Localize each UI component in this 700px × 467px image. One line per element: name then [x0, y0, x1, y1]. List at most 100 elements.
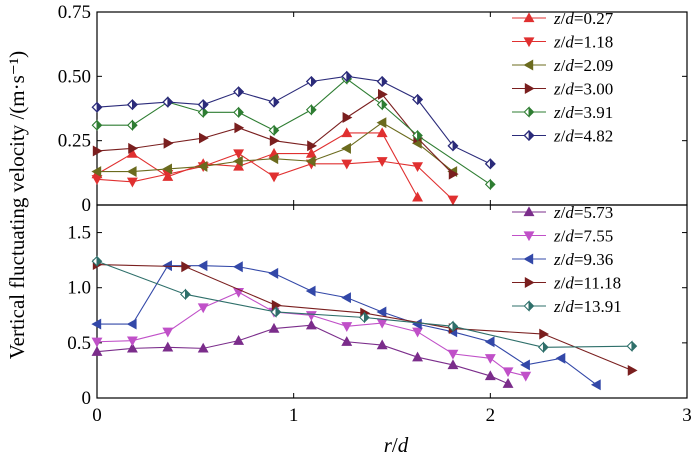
data-point-half [197, 106, 204, 119]
data-point-half [131, 99, 138, 111]
data-point [268, 172, 280, 183]
legend-label: z/d=9.36 [553, 250, 613, 269]
x-tick-label: 2 [486, 405, 496, 426]
legend-label: z/d=5.73 [553, 203, 613, 222]
data-point-half [127, 119, 133, 132]
legend-label: z/d=7.55 [553, 227, 613, 246]
data-point [484, 336, 495, 348]
x-tick-label: 1 [289, 405, 299, 426]
data-point [305, 285, 316, 297]
data-point-half [359, 311, 365, 324]
data-point-half [417, 93, 423, 106]
data-point [590, 379, 601, 391]
data-point-half [538, 341, 544, 354]
data-point [126, 147, 138, 158]
data-point [447, 349, 459, 360]
data-point-half [238, 86, 244, 98]
data-point [234, 122, 245, 134]
legend-marker [524, 277, 535, 288]
data-point-half [96, 101, 103, 113]
data-point-half [489, 158, 496, 170]
y-tick-label: 0.25 [58, 131, 91, 152]
data-point [126, 342, 138, 353]
y-tick-label: 0 [82, 195, 92, 216]
data-point-half [310, 75, 317, 88]
data-point [376, 127, 388, 138]
legend-marker [523, 231, 535, 242]
data-point [412, 162, 424, 173]
data-point [411, 318, 422, 330]
data-point [412, 327, 424, 338]
x-tick-label: 3 [682, 405, 692, 426]
data-point [484, 354, 496, 364]
data-point [233, 160, 245, 171]
y-tick-label: 1.5 [67, 223, 91, 244]
data-point [91, 175, 103, 185]
data-point [128, 142, 139, 154]
data-point [163, 137, 174, 149]
legend-bottom: z/d=5.73 z/d=7.55 z/d=9.36 z/d=11.18 z/d=13.… [512, 203, 622, 316]
series-top-2 [91, 117, 458, 177]
data-point [376, 157, 388, 167]
data-point [92, 145, 103, 157]
data-point-half [91, 255, 98, 268]
data-point [555, 352, 566, 364]
data-point [539, 328, 550, 340]
panel-frame-bottom [96, 204, 688, 399]
data-point [502, 367, 514, 378]
data-point [162, 341, 174, 352]
data-point [91, 337, 103, 348]
data-point-half [273, 96, 280, 108]
data-point [197, 260, 208, 272]
legend-marker [523, 37, 535, 48]
series-top-1 [91, 149, 459, 206]
legend-marker-half [528, 129, 535, 142]
data-point [91, 166, 102, 177]
series-bottom-4 [91, 255, 638, 354]
data-point [91, 346, 103, 356]
series-top-0 [91, 127, 424, 202]
data-point-half [447, 320, 454, 333]
data-point [197, 303, 209, 314]
data-point [520, 371, 532, 382]
data-point [341, 292, 351, 304]
data-point [181, 261, 192, 273]
data-point [232, 261, 243, 273]
data-point [91, 318, 102, 330]
data-point [376, 117, 387, 129]
series-bottom-2 [91, 260, 601, 391]
data-point [448, 168, 459, 180]
legend-marker-half [523, 106, 530, 118]
data-point [341, 336, 353, 346]
legend-marker [523, 253, 534, 265]
panel-top: 00.250.500.75 z/d=0.27z/d=1.18z/d=2.09z/d… [58, 2, 688, 216]
data-point-half [268, 124, 275, 137]
data-point [376, 306, 387, 318]
data-point [197, 160, 208, 172]
y-tick-label: 0 [82, 388, 92, 409]
legend-label: z/d=4.82 [553, 127, 613, 146]
data-point [162, 327, 174, 338]
x-tick-label: 0 [92, 405, 102, 426]
data-point [126, 318, 137, 330]
data-point [502, 378, 514, 388]
data-point-half [167, 96, 173, 108]
data-point-half [91, 119, 98, 132]
data-point-half [306, 103, 312, 116]
data-point-half [626, 340, 633, 352]
series-bottom-1 [91, 287, 532, 382]
data-point [268, 322, 280, 333]
series-line [96, 291, 526, 377]
data-point [232, 155, 243, 167]
data-point-half [233, 106, 240, 119]
series-bottom-0 [91, 319, 514, 388]
data-point [162, 260, 172, 272]
data-point [233, 149, 245, 160]
data-point-half [376, 98, 383, 111]
panel-bottom: 0 0.5 1.0 1.5 z/d=5.73 z/d=7.55 z/d=9.36 z/d=11… [67, 203, 688, 409]
data-point [341, 322, 353, 332]
data-point-half [381, 75, 388, 88]
data-point [341, 159, 353, 170]
legend-marker [523, 12, 535, 23]
